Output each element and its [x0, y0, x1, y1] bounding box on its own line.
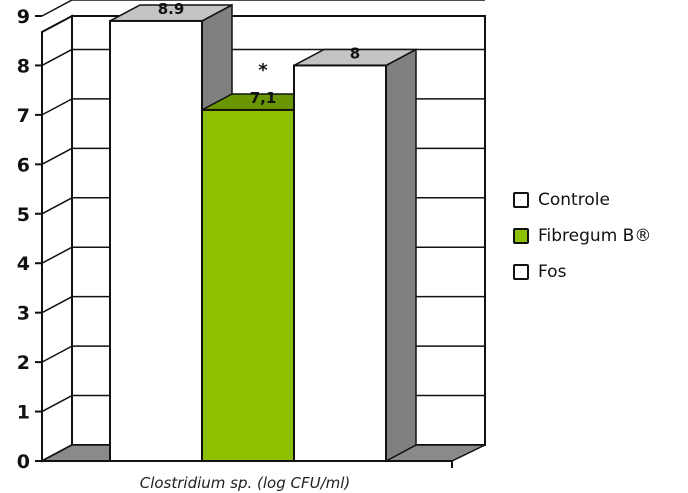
gridline-side	[41, 246, 73, 264]
bars	[109, 3, 417, 463]
legend-label-fibregum: Fibregum B®	[538, 226, 652, 246]
y-tick-label: 7	[17, 105, 30, 127]
legend-item-controle: Controle	[513, 182, 651, 218]
y-tick-label: 5	[17, 204, 30, 226]
y-tick-label: 0	[17, 451, 30, 473]
data-label-2: 8	[350, 44, 360, 62]
data-labels: 8.9 7,1 * 8	[158, 0, 361, 107]
legend-label-fos: Fos	[538, 262, 567, 282]
gridline-side	[41, 394, 73, 413]
gridline-side	[41, 48, 73, 67]
y-tick-label: 9	[17, 6, 30, 28]
legend: Controle Fibregum B® Fos	[513, 182, 651, 290]
legend-item-fos: Fos	[513, 254, 651, 290]
bar-front-0	[109, 19, 203, 462]
y-tick-label: 1	[17, 402, 30, 424]
gridline-side	[41, 296, 73, 314]
significance-marker-1: *	[258, 60, 268, 81]
bar-side-2	[385, 48, 417, 463]
y-tick-labels: 0 1 2 3 4 5 6 7 8 9	[17, 6, 30, 473]
y-tick-label: 3	[17, 303, 30, 325]
y-tick-label: 8	[17, 55, 30, 77]
y-tick-label: 2	[17, 352, 30, 374]
bar-front-1	[201, 108, 295, 462]
legend-label-controle: Controle	[538, 190, 610, 210]
gridline-side	[41, 197, 73, 215]
gridline-side	[41, 98, 73, 116]
data-label-0: 8.9	[158, 0, 185, 18]
gridline-side	[41, 147, 73, 165]
legend-swatch-fibregum	[513, 228, 529, 244]
legend-swatch-fos	[513, 264, 529, 280]
y-tick-label: 4	[17, 253, 30, 275]
data-label-1: 7,1	[250, 89, 277, 107]
gridline-side	[41, 0, 73, 17]
legend-swatch-controle	[513, 192, 529, 208]
legend-item-fibregum: Fibregum B®	[513, 218, 651, 254]
side-wall	[41, 14, 73, 463]
bar-front-2	[293, 64, 387, 462]
y-tick-label: 6	[17, 154, 30, 176]
x-axis-label: Clostridium sp. (log CFU/ml)	[140, 474, 351, 492]
gridline-side	[41, 345, 73, 363]
